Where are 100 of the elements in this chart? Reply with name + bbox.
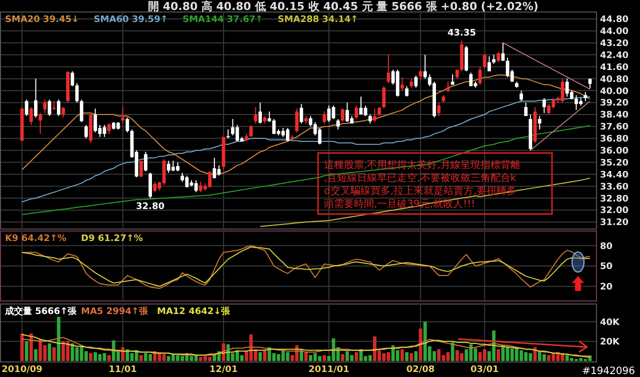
candlestick <box>373 108 376 122</box>
text: SMA20 39.45↓ <box>5 15 80 25</box>
candlestick <box>542 98 546 114</box>
x-tick-label: 2010/09 <box>2 365 42 375</box>
candlestick <box>423 54 427 80</box>
x-tick-label: 11/01 <box>108 365 137 375</box>
y-tick-label: 38.40 <box>600 110 628 121</box>
x-tick-label: 12/01 <box>209 365 238 375</box>
y-tick-label: 32.80 <box>600 194 628 204</box>
bar <box>368 355 372 361</box>
y-tick-label: 40K <box>600 318 621 328</box>
series-label: D9 61.27↑% <box>81 234 143 244</box>
text: SMA144 37.67↑ <box>182 15 263 25</box>
y-tick-label: 32.00 <box>600 206 628 216</box>
y-tick-label: 43.20 <box>600 39 628 50</box>
y-tick-label: 36.00 <box>600 146 628 157</box>
annotation: 43.35 <box>448 28 476 39</box>
candlestick <box>258 102 262 124</box>
y-tick-label: 34.40 <box>600 170 628 180</box>
candlestick <box>478 66 482 86</box>
candlestick <box>56 99 60 117</box>
bar <box>212 355 216 361</box>
candlestick <box>336 118 340 130</box>
x-tick-label: 03/01 <box>470 365 499 375</box>
candlestick <box>34 78 38 118</box>
y-tick-label: 35.20 <box>600 158 628 168</box>
candlestick <box>286 127 290 142</box>
candlestick <box>414 75 418 88</box>
text: MA5 2994↑張 <box>81 306 149 317</box>
bar <box>414 351 418 361</box>
candlestick <box>488 56 491 72</box>
bar <box>542 354 546 361</box>
candlestick <box>524 102 528 117</box>
bar <box>107 355 111 361</box>
bar <box>258 352 262 361</box>
y-tick-label: 50 <box>600 262 613 272</box>
candlestick <box>300 104 304 124</box>
candlestick <box>212 157 216 180</box>
candlestick <box>496 51 500 63</box>
bar <box>496 349 500 361</box>
y-tick-label: 44.80 <box>600 15 628 26</box>
y-tick-label: 39.20 <box>600 98 628 109</box>
candlestick <box>405 86 408 98</box>
bar <box>139 355 143 361</box>
bar <box>340 354 344 361</box>
y-tick-label: 36.80 <box>600 134 628 145</box>
bar <box>450 342 454 361</box>
y-tick-label: 80 <box>600 242 613 252</box>
text: MA12 4642↓張 <box>157 306 232 317</box>
bar <box>34 349 38 361</box>
text: SMA288 34.14↑ <box>278 15 358 25</box>
candlestick <box>107 122 111 134</box>
bar <box>437 349 441 361</box>
bar <box>121 347 124 361</box>
bar <box>126 349 130 361</box>
candlestick <box>520 90 523 102</box>
series-label: 成交量 5666↑張 <box>4 306 78 317</box>
text: #1942096 <box>582 366 635 377</box>
candlestick <box>84 124 88 139</box>
bar <box>29 333 33 361</box>
y-tick-label: 37.60 <box>600 122 628 133</box>
candlestick <box>121 106 124 124</box>
candlestick <box>24 99 28 117</box>
bar <box>286 352 290 361</box>
line-series <box>22 124 590 216</box>
bar <box>52 347 56 361</box>
candlestick <box>70 70 74 87</box>
candlestick <box>588 78 592 89</box>
series-label: K9 64.42↑% <box>5 234 66 244</box>
bar <box>405 352 408 361</box>
candlestick <box>538 116 542 130</box>
bar <box>410 353 414 361</box>
y-tick-label: 41.60 <box>600 62 628 73</box>
bar <box>89 353 92 361</box>
candlestick <box>148 172 152 199</box>
bar <box>322 355 326 361</box>
text: SMA60 39.59↑ <box>94 15 168 25</box>
bar <box>24 341 28 361</box>
candlestick <box>153 181 157 193</box>
bar <box>482 349 486 361</box>
y-tick-label: 20K <box>600 338 621 348</box>
bar <box>400 349 404 361</box>
y-tick-label: 44.00 <box>600 27 628 38</box>
candlestick <box>254 106 258 124</box>
bar <box>84 351 88 361</box>
candlestick <box>29 106 33 126</box>
bar <box>354 352 358 361</box>
candlestick <box>144 151 148 172</box>
candlestick <box>322 111 326 124</box>
y-tick-label: 33.60 <box>600 182 628 192</box>
y-tick-label: 42.40 <box>600 50 628 61</box>
chart-subtitle: 開 40.80 高 40.80 低 40.15 收 40.45 元 量 5666 張 +0.80 (+2.02%) <box>148 0 538 13</box>
bar <box>38 339 42 361</box>
candlestick <box>126 117 130 133</box>
candlestick <box>139 160 143 178</box>
candlestick <box>194 180 198 193</box>
candlestick <box>437 102 441 117</box>
x-tick-label: 02/08 <box>406 365 435 375</box>
candlestick <box>354 105 358 120</box>
bar <box>70 343 74 361</box>
